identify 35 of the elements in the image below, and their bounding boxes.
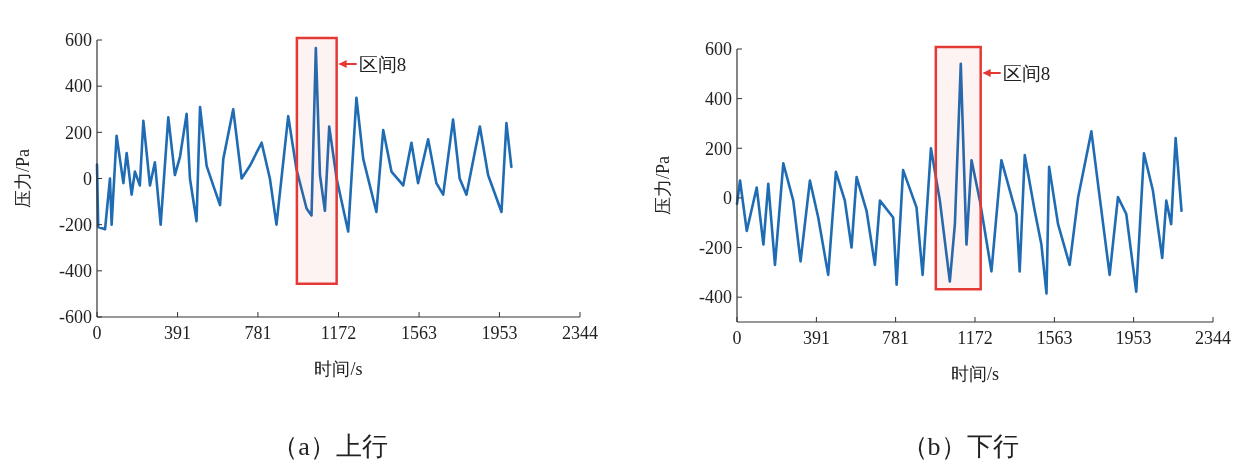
y-axis-title: 压力/Pa [653,155,673,216]
x-tick-label: 1172 [957,328,993,348]
x-tick-label: 391 [802,328,830,348]
x-tick-label: 781 [882,328,910,348]
y-tick-label: 600 [65,30,92,51]
x-tick-label: 1563 [401,323,438,343]
y-tick-label: -200 [59,214,92,235]
x-tick-label: 2344 [562,323,598,343]
y-tick-label: 0 [83,168,92,189]
x-axis-title: 时间/s [314,359,363,379]
x-tick-label: 1953 [1115,328,1152,348]
y-tick-label: 400 [705,88,732,109]
y-tick-label: -600 [59,307,92,328]
x-tick-label: 1953 [481,323,518,343]
x-tick-label: 781 [244,323,272,343]
y-tick-label: -200 [699,237,732,258]
x-tick-label: 391 [164,323,192,343]
x-tick-label: 1563 [1036,328,1073,348]
y-axis-title: 压力/Pa [13,148,33,209]
x-axis-title: 时间/s [950,364,1000,384]
x-tick-label: 1172 [320,323,357,343]
y-tick-label: 200 [65,122,92,143]
y-tick-label: 0 [723,188,732,209]
text: （b）下行 [901,432,1019,461]
text: （a）上行 [272,432,388,461]
y-tick-label: -400 [59,261,92,282]
y-tick-label: 200 [705,138,732,159]
y-tick-label: 400 [65,76,92,97]
line-series [735,62,1183,295]
y-tick-label: -400 [699,287,732,308]
line-series [95,46,513,233]
x-tick-label: 2344 [1195,328,1231,348]
band-label: 区间8 [358,54,407,75]
y-tick-label: 600 [705,39,732,60]
band-label: 区间8 [1002,63,1051,84]
